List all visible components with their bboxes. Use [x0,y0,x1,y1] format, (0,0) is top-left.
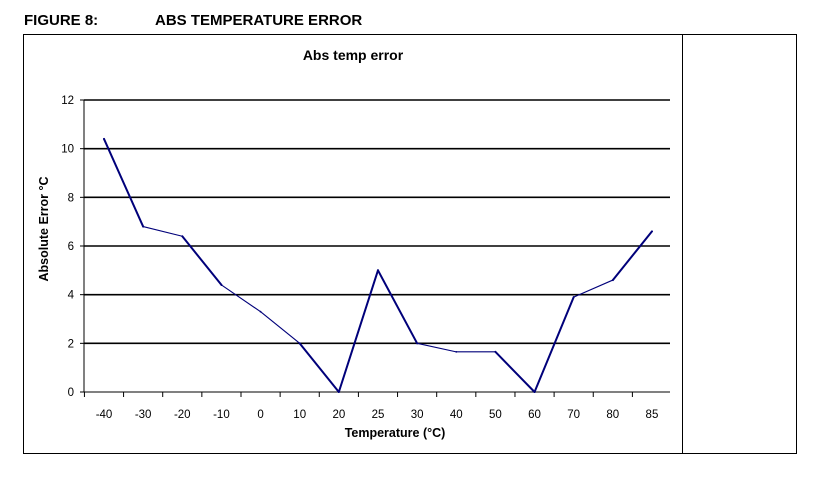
series-line [103,137,653,393]
x-tick-label: 25 [372,409,385,421]
line-segment [142,225,183,237]
data-point [651,230,653,233]
gridlines [84,99,670,345]
line-segment [533,296,575,393]
line-segment [494,350,536,393]
y-tick-label: 2 [68,338,74,350]
figure-title: ABS TEMPERATURE ERROR [155,12,363,29]
x-tick-label: 30 [411,409,424,421]
x-tick-label: 0 [257,409,263,421]
y-axis-label: Absolute Error °C [37,176,51,281]
data-point [181,235,184,238]
data-point [572,296,575,298]
x-tick-label: 60 [528,409,541,421]
y-tick-label: 12 [61,95,74,107]
data-point [611,279,614,281]
line-segment [220,284,262,313]
x-tick-label: 50 [489,409,502,421]
x-tick-label: 40 [450,409,463,421]
data-point [298,342,301,345]
figure-frame [23,34,797,454]
data-point [533,391,536,393]
x-tick-label: 10 [293,409,306,421]
line-segment [337,269,379,393]
x-tick-label: -20 [174,409,191,421]
x-tick-label: 20 [332,409,345,421]
data-point [337,391,340,393]
line-segment [416,342,457,353]
data-point [220,284,223,286]
x-tick-label: -30 [135,409,152,421]
data-point [416,342,419,345]
data-point [259,310,262,313]
line-segment [573,279,614,298]
x-tick-label: 70 [567,409,580,421]
y-tick-label: 0 [68,387,74,399]
x-axis-label: Temperature (°C) [345,426,446,440]
data-point [377,269,379,272]
data-point [103,138,105,140]
data-point [142,225,145,228]
line-segment [611,230,653,282]
data-series [103,137,653,393]
frame-divider [682,35,683,453]
y-tick-labels: 0 2 4 6 8 10 12 [61,95,74,399]
y-tick-label: 6 [68,241,74,253]
data-point [494,350,497,353]
y-tick-label: 10 [61,144,74,156]
figure-label: FIGURE 8: [24,12,99,29]
line-segment [298,342,340,393]
data-point [455,350,458,353]
line-segment [181,235,223,286]
x-tick-label: 80 [606,409,619,421]
x-tick-label: 85 [646,409,659,421]
y-tick-label: 4 [68,290,75,302]
chart-title: Abs temp error [303,47,404,63]
axes [80,99,670,397]
line-segment [103,137,145,228]
x-tick-label: -40 [96,409,113,421]
x-tick-labels: -40 -30 -20 -10 0 10 20 25 30 40 50 60 70 80 85 [96,409,659,421]
line-segment [376,269,419,345]
line-segment [260,311,301,344]
x-tick-label: -10 [213,409,230,421]
y-tick-label: 8 [68,192,74,204]
